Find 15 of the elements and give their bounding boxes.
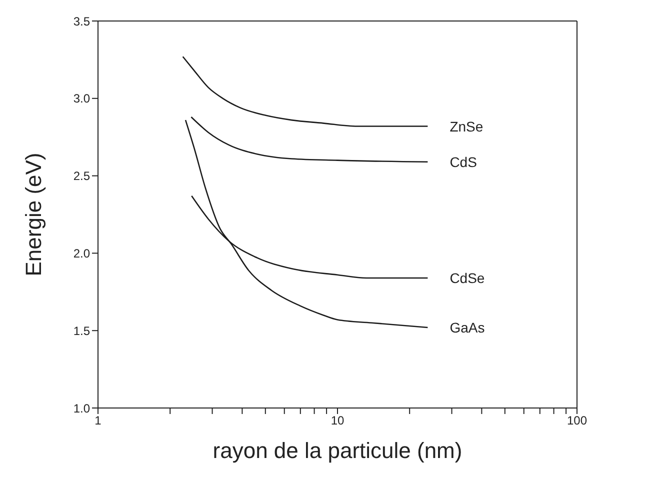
y-tick-label: 3.5: [73, 14, 90, 28]
series-label: GaAs: [450, 320, 485, 336]
y-tick-label: 2.5: [73, 169, 90, 184]
series-label: CdSe: [450, 270, 485, 286]
series-label: ZnSe: [450, 118, 484, 134]
x-axis-title: rayon de la particule (nm): [212, 438, 462, 463]
series-label: CdS: [450, 154, 477, 170]
x-tick-label: 1: [94, 414, 102, 428]
y-tick-label: 3.0: [73, 92, 90, 106]
x-tick-label: 10: [330, 414, 344, 428]
y-tick-label: 1.5: [73, 324, 90, 338]
y-axis-title: Energie (eV): [20, 152, 46, 276]
y-tick-label: 2.0: [73, 246, 90, 260]
y-tick-label: 1.0: [73, 401, 90, 416]
x-tick-label: 100: [566, 414, 588, 428]
